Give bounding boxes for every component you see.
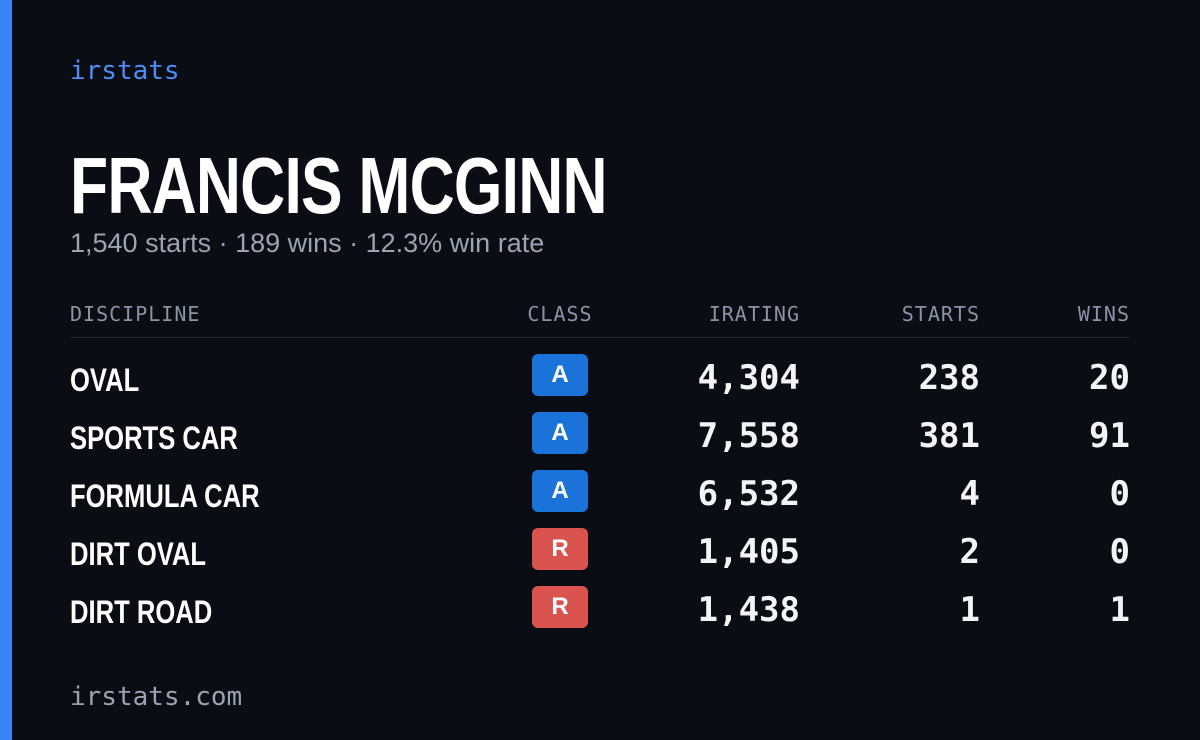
column-header: IRATING: [708, 302, 800, 326]
irating: 4,304: [697, 358, 800, 398]
starts: 238: [918, 358, 980, 398]
class-badge: A: [532, 354, 588, 396]
header-rule: [70, 337, 1130, 338]
driver-name: FRANCIS MCGINN: [70, 141, 608, 230]
discipline: DIRT ROAD: [70, 594, 213, 630]
class-badge: A: [532, 412, 588, 454]
brand: irstats: [70, 56, 180, 86]
irating: 1,438: [697, 590, 800, 630]
wins: 91: [1089, 416, 1130, 456]
discipline: DIRT OVAL: [70, 536, 207, 572]
discipline: SPORTS CAR: [70, 420, 238, 456]
column-header: WINS: [1077, 302, 1130, 326]
class-badge: R: [532, 586, 588, 628]
starts: 4: [959, 474, 980, 514]
class-badge: R: [532, 528, 588, 570]
column-header: STARTS: [901, 302, 980, 326]
wins: 0: [1109, 532, 1130, 572]
irating: 7,558: [697, 416, 800, 456]
starts: 2: [959, 532, 980, 572]
accent-bar: [0, 0, 12, 740]
starts: 1: [959, 590, 980, 630]
wins: 20: [1089, 358, 1130, 398]
summary: 1,540 starts · 189 wins · 12.3% win rate: [70, 228, 545, 258]
irating: 1,405: [697, 532, 800, 572]
irating: 6,532: [697, 474, 800, 514]
column-header: DISCIPLINE: [70, 302, 201, 326]
discipline: FORMULA CAR: [70, 478, 260, 514]
column-header: CLASS: [527, 302, 593, 326]
footer: irstats.com: [70, 682, 243, 712]
wins: 0: [1109, 474, 1130, 514]
starts: 381: [918, 416, 980, 456]
wins: 1: [1109, 590, 1130, 630]
discipline: OVAL: [70, 362, 140, 398]
class-badge: A: [532, 470, 588, 512]
